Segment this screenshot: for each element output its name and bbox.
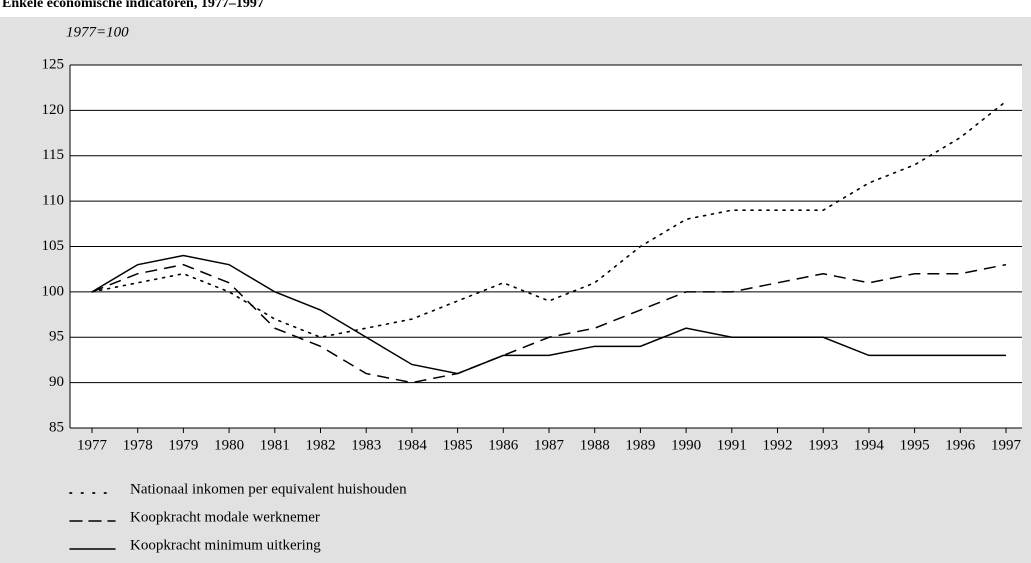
y-axis-label: 1977=100 <box>66 24 129 40</box>
x-tick-label: 1990 <box>671 437 701 453</box>
y-tick-label: 105 <box>42 238 65 254</box>
y-tick-label: 90 <box>49 374 64 390</box>
legend-label: Koopkracht modale werknemer <box>130 509 320 525</box>
chart-title: Enkele economische indicatoren, 1977–199… <box>2 0 264 11</box>
x-tick-label: 1989 <box>625 437 655 453</box>
x-tick-label: 1981 <box>260 437 290 453</box>
y-tick-label: 115 <box>42 147 64 163</box>
x-tick-label: 1984 <box>397 437 428 453</box>
x-tick-label: 1977 <box>77 437 108 453</box>
y-tick-label: 95 <box>49 329 64 345</box>
y-tick-label: 110 <box>42 193 64 209</box>
x-tick-label: 1982 <box>306 437 336 453</box>
x-tick-label: 1978 <box>123 437 153 453</box>
data-line <box>91 100 1007 339</box>
x-tick-label: 1994 <box>854 437 885 453</box>
x-tick-label: 1993 <box>808 437 838 453</box>
x-tick-label: 1992 <box>763 437 793 453</box>
x-tick-label: 1996 <box>945 437 976 453</box>
y-tick-label: 125 <box>42 56 65 72</box>
legend-label: Koopkracht minimum uitkering <box>130 537 321 553</box>
data-line <box>91 263 1007 384</box>
x-tick-label: 1985 <box>443 437 473 453</box>
x-tick-label: 1979 <box>168 437 198 453</box>
y-tick-label: 120 <box>42 102 65 118</box>
x-tick-label: 1991 <box>717 437 747 453</box>
x-tick-label: 1988 <box>580 437 610 453</box>
x-tick-label: 1997 <box>991 437 1022 453</box>
x-tick-label: 1983 <box>351 437 381 453</box>
x-tick-label: 1995 <box>900 437 930 453</box>
x-tick-label: 1986 <box>488 437 519 453</box>
y-tick-label: 100 <box>42 283 65 299</box>
y-tick-label: 85 <box>49 419 64 435</box>
x-tick-label: 1980 <box>214 437 244 453</box>
data-line <box>91 254 1006 375</box>
legend-label: Nationaal inkomen per equivalent huishou… <box>130 481 407 497</box>
x-tick-label: 1987 <box>534 437 565 453</box>
